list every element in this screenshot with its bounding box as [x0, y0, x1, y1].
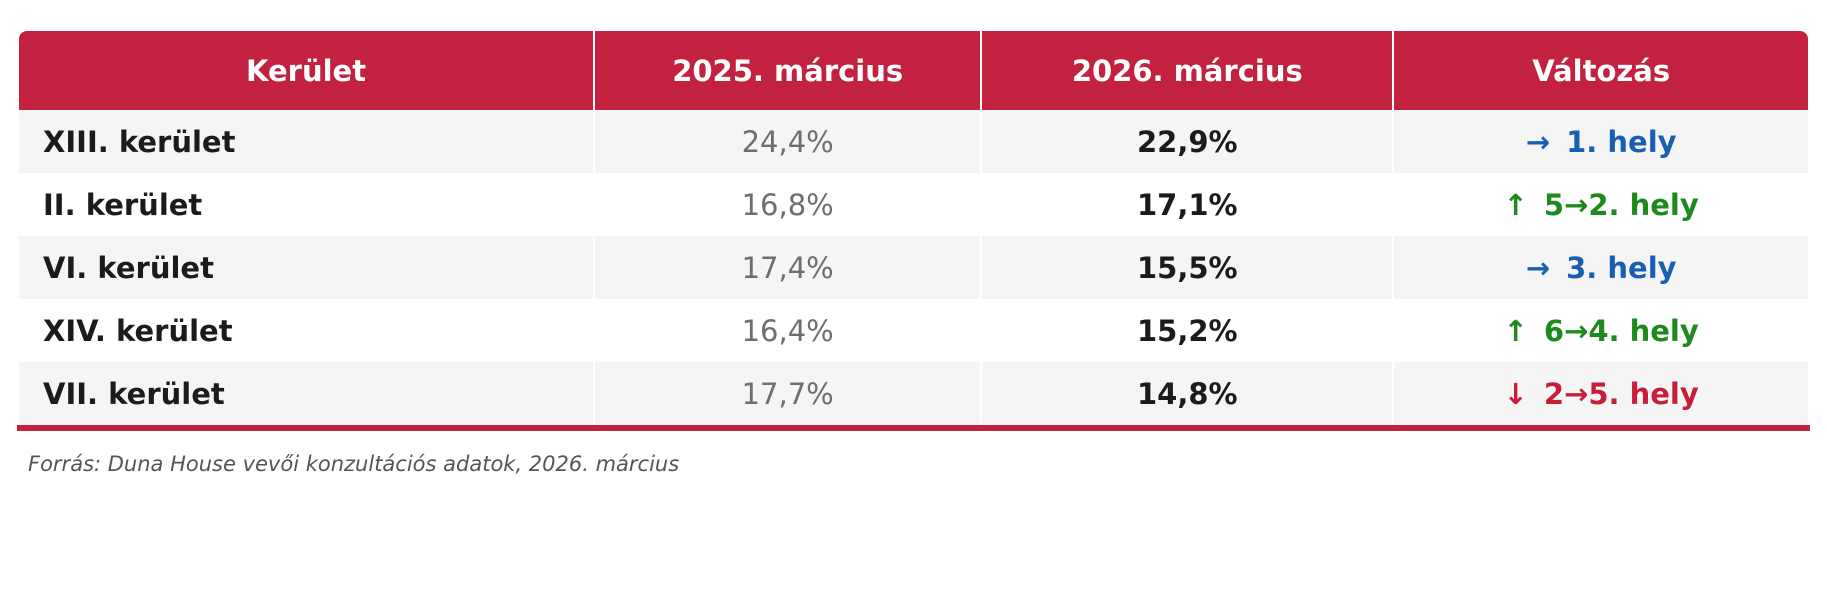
source-note: Forrás: Duna House vevői konzultációs ad…: [28, 452, 680, 476]
rank-change-arrow-icon: ↑: [1503, 187, 1528, 222]
rank-change-label: 5→2. hely: [1543, 187, 1699, 222]
value-2025: 17,7%: [595, 362, 981, 425]
header-row: Kerület 2025. március 2026. március Vált…: [19, 31, 1808, 110]
district-name: II. kerület: [19, 173, 594, 236]
value-2026: 15,2%: [982, 299, 1393, 362]
rank-change-label: 2→5. hely: [1543, 376, 1699, 411]
rank-change-arrow-icon: →: [1525, 124, 1551, 159]
value-2025: 16,4%: [595, 299, 981, 362]
rank-change-label: 1. hely: [1566, 124, 1677, 159]
district-name: XIII. kerület: [19, 110, 594, 173]
table-row: II. kerület 16,8% 17,1% ↑ 5→2. hely: [19, 173, 1808, 236]
header-valtozas: Változás: [1394, 31, 1808, 110]
rank-change-value: → 1. hely: [1526, 125, 1677, 159]
value-2026: 17,1%: [982, 173, 1393, 236]
rank-change-value: ↑ 6→4. hely: [1504, 314, 1699, 348]
rank-change-arrow-icon: →: [1525, 250, 1551, 285]
header-2025-marcius: 2025. március: [595, 31, 981, 110]
table-row: XIII. kerület 24,4% 22,9% → 1. hely: [19, 110, 1808, 173]
rank-change-value: → 3. hely: [1526, 251, 1677, 285]
table-row: XIV. kerület 16,4% 15,2% ↑ 6→4. hely: [19, 299, 1808, 362]
district-name: VI. kerület: [19, 236, 594, 299]
rank-change: ↑ 5→2. hely: [1394, 173, 1808, 236]
district-name: VII. kerület: [19, 362, 594, 425]
header-2026-marcius: 2026. március: [982, 31, 1393, 110]
rank-change: → 3. hely: [1394, 236, 1808, 299]
rank-change: ↓ 2→5. hely: [1394, 362, 1808, 425]
table-row: VI. kerület 17,4% 15,5% → 3. hely: [19, 236, 1808, 299]
value-2026: 22,9%: [982, 110, 1393, 173]
rank-change-label: 3. hely: [1566, 250, 1677, 285]
rank-change-value: ↑ 5→2. hely: [1504, 188, 1699, 222]
district-ranking-table: Kerület 2025. március 2026. március Vált…: [17, 31, 1810, 425]
rank-change-arrow-icon: ↓: [1503, 376, 1528, 411]
value-2025: 17,4%: [595, 236, 981, 299]
header-district: Kerület: [19, 31, 594, 110]
district-ranking-table-container: Kerület 2025. március 2026. március Vált…: [17, 31, 1810, 431]
rank-change: ↑ 6→4. hely: [1394, 299, 1808, 362]
value-2026: 15,5%: [982, 236, 1393, 299]
table-body: XIII. kerület 24,4% 22,9% → 1. hely II. …: [19, 110, 1808, 425]
value-2026: 14,8%: [982, 362, 1393, 425]
value-2025: 16,8%: [595, 173, 981, 236]
table-header: Kerület 2025. március 2026. március Vált…: [19, 31, 1808, 110]
rank-change: → 1. hely: [1394, 110, 1808, 173]
rank-change-value: ↓ 2→5. hely: [1504, 377, 1699, 411]
district-name: XIV. kerület: [19, 299, 594, 362]
value-2025: 24,4%: [595, 110, 981, 173]
rank-change-label: 6→4. hely: [1543, 313, 1699, 348]
table-row: VII. kerület 17,7% 14,8% ↓ 2→5. hely: [19, 362, 1808, 425]
rank-change-arrow-icon: ↑: [1503, 313, 1528, 348]
